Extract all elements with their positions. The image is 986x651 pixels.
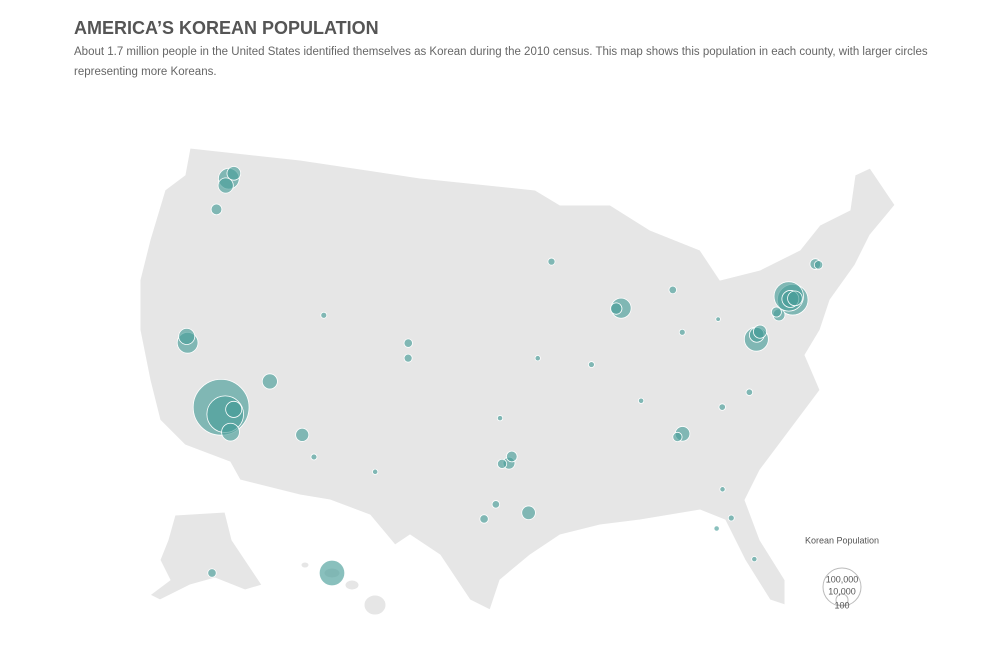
subtitle-box: About 1.7 million people in the United S… xyxy=(74,46,928,78)
county-bubble xyxy=(295,427,310,442)
county-bubble xyxy=(521,505,536,521)
hawaii xyxy=(363,594,387,616)
county-bubble xyxy=(403,338,413,348)
county-bubble xyxy=(491,500,501,509)
county-bubble xyxy=(745,388,754,396)
county-bubble xyxy=(813,260,824,270)
county-bubble xyxy=(770,306,782,318)
county-bubble xyxy=(505,450,518,463)
county-bubble xyxy=(787,290,803,307)
hawaii xyxy=(344,579,360,591)
legend-label: 10,000 xyxy=(828,586,856,596)
legend-label: 100,000 xyxy=(826,574,859,584)
county-bubble xyxy=(610,302,623,315)
bubbles xyxy=(176,166,824,587)
county-bubble xyxy=(225,400,243,418)
county-bubble xyxy=(217,177,234,194)
legend-title: Korean Population xyxy=(805,535,879,545)
county-bubble xyxy=(588,361,595,368)
alaska xyxy=(149,511,263,601)
basemap xyxy=(139,147,896,616)
county-bubble xyxy=(727,514,735,522)
title: AMERICA’S KOREAN POPULATION xyxy=(74,18,379,38)
county-bubble xyxy=(261,373,278,390)
county-bubble xyxy=(678,328,686,336)
county-bubble xyxy=(713,525,720,532)
county-bubble xyxy=(496,415,504,422)
county-bubble xyxy=(210,203,223,216)
county-bubble xyxy=(668,285,677,295)
county-bubble xyxy=(638,397,645,404)
county-bubble xyxy=(751,556,758,563)
county-bubble xyxy=(226,166,242,181)
county-bubble xyxy=(372,468,379,475)
county-bubble xyxy=(534,355,541,362)
county-bubble xyxy=(672,431,683,443)
county-bubble xyxy=(310,453,318,461)
county-bubble xyxy=(547,257,556,266)
subtitle: About 1.7 million people in the United S… xyxy=(74,46,928,78)
county-bubble xyxy=(718,403,726,411)
county-bubble xyxy=(719,486,726,493)
county-bubble xyxy=(479,514,489,524)
legend: 100,000 10,000 100 xyxy=(822,567,862,610)
lower-48 xyxy=(139,147,896,611)
county-bubble xyxy=(320,311,328,319)
county-bubble xyxy=(207,568,217,578)
county-bubble xyxy=(318,559,346,587)
county-bubble xyxy=(715,316,721,322)
county-bubble xyxy=(403,353,413,363)
county-bubble xyxy=(753,324,768,339)
legend-label: 100 xyxy=(834,600,849,610)
legend-circle xyxy=(840,604,844,607)
county-bubble xyxy=(497,458,508,469)
county-bubble xyxy=(221,422,240,442)
county-bubble xyxy=(178,327,196,345)
hawaii xyxy=(300,561,310,569)
